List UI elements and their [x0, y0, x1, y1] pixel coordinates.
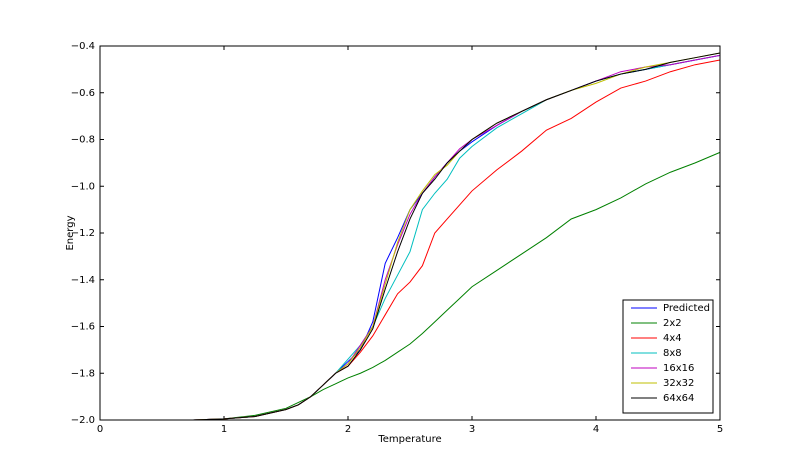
x-tick-label: 0 — [97, 424, 103, 435]
y-tick-label: −0.4 — [71, 41, 95, 52]
y-tick-label: −0.6 — [71, 88, 95, 99]
legend-label: Predicted — [663, 303, 710, 314]
legend-label: 2x2 — [663, 318, 682, 329]
y-tick-label: −1.0 — [71, 181, 95, 192]
y-tick-label: −1.6 — [71, 322, 95, 333]
x-tick-label: 2 — [345, 424, 351, 435]
series-line — [131, 151, 721, 421]
y-tick-label: −1.8 — [71, 368, 95, 379]
x-tick-label: 1 — [221, 424, 227, 435]
plot-frame — [99, 45, 721, 421]
y-axis-label: Energy — [65, 215, 76, 250]
legend-label: 32x32 — [663, 378, 694, 389]
x-tick-label: 3 — [469, 424, 475, 435]
legend-label: 64x64 — [663, 393, 694, 404]
series-line — [131, 52, 721, 421]
legend-label: 16x16 — [663, 363, 694, 374]
y-tick-label: −1.4 — [71, 275, 95, 286]
y-tick-label: −0.8 — [71, 135, 95, 146]
y-tick-label: −2.0 — [71, 415, 95, 426]
x-axis-label: Temperature — [377, 434, 441, 445]
y-tick-label: −1.2 — [71, 228, 95, 239]
legend-label: 8x8 — [663, 348, 682, 359]
legend-label: 4x4 — [663, 333, 682, 344]
legend-box — [622, 299, 714, 414]
x-tick-label: 5 — [717, 424, 723, 435]
x-tick-label: 4 — [593, 424, 599, 435]
